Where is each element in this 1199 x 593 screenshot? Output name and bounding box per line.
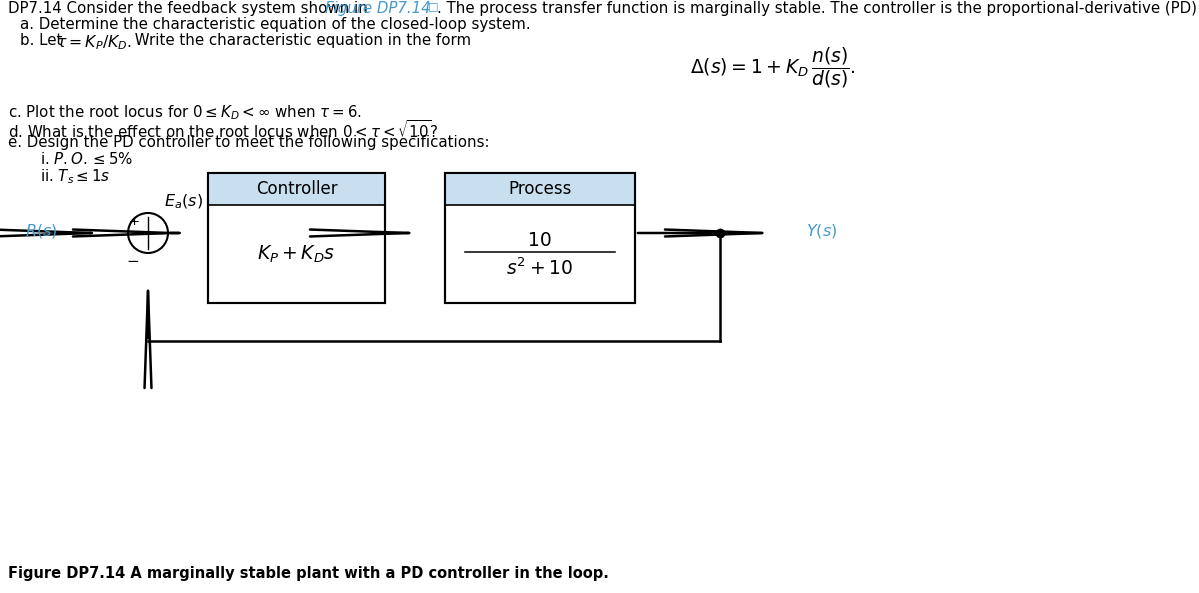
Text: Write the characteristic equation in the form: Write the characteristic equation in the…	[129, 33, 471, 48]
Bar	[445, 173, 635, 303]
Text: i. $P.O. \leq 5\%$: i. $P.O. \leq 5\%$	[40, 151, 133, 167]
Bar	[445, 173, 635, 303]
Text: $R(s)$: $R(s)$	[25, 222, 58, 240]
Text: . The process transfer function is marginally stable. The controller is the prop: . The process transfer function is margi…	[436, 1, 1199, 16]
Text: 10: 10	[528, 231, 552, 250]
Bar	[207, 173, 385, 303]
Text: □: □	[428, 1, 439, 11]
Text: $\Delta(s) = 1 + K_D\,\dfrac{n(s)}{d(s)}$.: $\Delta(s) = 1 + K_D\,\dfrac{n(s)}{d(s)}…	[689, 46, 856, 90]
Text: $\tau = K_P/K_D.$: $\tau = K_P/K_D.$	[56, 33, 132, 52]
Text: Figure DP7.14: Figure DP7.14	[325, 1, 430, 16]
Text: b. Let: b. Let	[20, 33, 67, 48]
Text: d. What is the effect on the root locus when $0 < \tau < \sqrt{10}$?: d. What is the effect on the root locus …	[8, 119, 439, 141]
Text: Controller: Controller	[255, 180, 337, 198]
Text: a. Determine the characteristic equation of the closed-loop system.: a. Determine the characteristic equation…	[20, 17, 531, 32]
Text: +: +	[129, 215, 140, 228]
Text: Figure DP7.14 A marginally stable plant with a PD controller in the loop.: Figure DP7.14 A marginally stable plant …	[8, 566, 609, 581]
Text: DP7.14 Consider the feedback system shown in: DP7.14 Consider the feedback system show…	[8, 1, 373, 16]
Bar	[207, 173, 385, 205]
Bar	[445, 173, 635, 205]
Bar	[207, 173, 385, 303]
Text: $E_a(s)$: $E_a(s)$	[163, 193, 203, 211]
Text: $Y(s)$: $Y(s)$	[806, 222, 837, 240]
Text: c. Plot the root locus for $0 \leq K_D < \infty$ when $\tau = 6.$: c. Plot the root locus for $0 \leq K_D <…	[8, 103, 362, 122]
Circle shape	[128, 213, 168, 253]
Text: $s^2 + 10$: $s^2 + 10$	[506, 257, 573, 279]
Text: e. Design the PD controller to meet the following specifications:: e. Design the PD controller to meet the …	[8, 135, 489, 150]
Text: Process: Process	[508, 180, 572, 198]
Text: −: −	[126, 254, 139, 269]
Text: ii. $T_s \leq 1s$: ii. $T_s \leq 1s$	[40, 167, 110, 186]
Text: $K_P + K_D s$: $K_P + K_D s$	[258, 243, 336, 264]
